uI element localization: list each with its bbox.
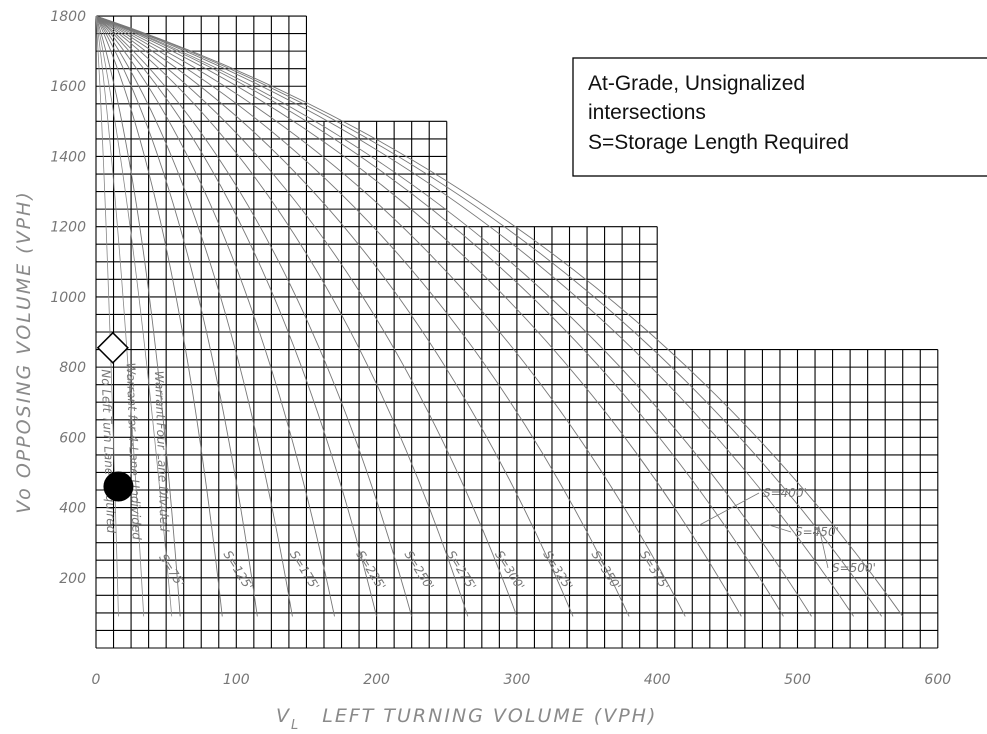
markers [96, 331, 134, 502]
diamond-marker [96, 331, 129, 364]
storage-curve [95, 15, 469, 617]
region-label: Warrant for 4-Lane Undivided [124, 362, 144, 540]
storage-curve [95, 15, 812, 617]
storage-curves [95, 15, 904, 617]
x-tick-label: 500 [784, 672, 811, 688]
region-label: No Left Turn Lane Required [99, 369, 119, 534]
curve-label: S=75' [156, 551, 187, 589]
y-tick-label: 200 [59, 571, 86, 587]
y-tick-label: 600 [59, 430, 86, 446]
region-boundary-curve [95, 15, 173, 617]
x-axis-title: VL LEFT TURNING VOLUME (VPH) [276, 705, 657, 733]
curve-label-leader [769, 524, 792, 533]
curve-label-leader [699, 492, 760, 526]
region-label: Warrant Four Lane Divided [152, 371, 172, 533]
storage-curve [95, 15, 413, 617]
curve-label: S=350' [589, 548, 624, 593]
x-tick-label: 600 [924, 672, 951, 688]
y-tick-label: 1400 [50, 149, 86, 165]
region-boundary-curve [95, 15, 145, 617]
storage-curve [95, 15, 686, 617]
x-tick-label: 0 [92, 672, 101, 688]
x-tick-label: 400 [644, 672, 671, 688]
storage-curve [95, 15, 293, 617]
y-tick-label: 1600 [50, 79, 86, 95]
y-tick-label: 800 [59, 360, 86, 376]
curve-label: S=300' [492, 548, 527, 593]
storage-curve [95, 15, 335, 617]
storage-curve [95, 15, 883, 617]
circle-marker [103, 471, 134, 502]
region-labels: No Left Turn Lane Required Warrant for 4-… [99, 362, 172, 540]
curve-label: S=375' [637, 548, 672, 593]
curve-label: S=275' [444, 548, 479, 593]
x-tick-label: 300 [504, 672, 531, 688]
curve-label: S=250' [402, 548, 437, 593]
y-axis-ticks: 200 400 600 800 1000 1200 1400 1600 1800 [50, 9, 86, 587]
y-tick-label: 1800 [50, 9, 86, 25]
storage-curve [95, 15, 378, 617]
y-tick-label: 400 [59, 501, 86, 517]
storage-curve [95, 15, 223, 617]
legend-line-2: intersections [588, 101, 706, 124]
storage-curve [95, 15, 181, 617]
curve-label: S=325' [540, 548, 575, 593]
storage-curve [95, 15, 742, 617]
x-tick-label: 200 [363, 672, 390, 688]
x-tick-label: 100 [223, 672, 250, 688]
legend-box: At-Grade, Unsignalized intersections S=S… [572, 57, 987, 177]
curve-labels: S=75' S=125' S=175' S=225' S=250' S=275' S=300… [156, 486, 876, 593]
storage-curve [95, 15, 574, 617]
storage-curve [95, 15, 904, 617]
legend-line-3: S=Storage Length Required [588, 131, 849, 154]
storage-curve [95, 15, 784, 617]
curve-label: S=450' [795, 525, 839, 539]
storage-curve [95, 15, 258, 617]
y-tick-label: 1000 [50, 290, 86, 306]
curve-label: S=500' [832, 561, 876, 575]
x-axis-ticks: 0 100 200 300 400 500 600 [92, 672, 952, 688]
y-tick-label: 1200 [50, 220, 86, 236]
storage-curve [95, 15, 518, 617]
curve-label-leader [818, 525, 829, 569]
region-boundary-curve [95, 15, 119, 617]
storage-curve [95, 15, 854, 617]
curve-label: S=175' [287, 548, 322, 593]
y-axis-title: Vo OPPOSING VOLUME (VPH) [13, 190, 35, 513]
chart-grid [95, 15, 939, 649]
storage-curve [95, 15, 630, 617]
curve-label: S=400' [763, 486, 807, 500]
legend-line-1: At-Grade, Unsignalized [588, 72, 805, 95]
